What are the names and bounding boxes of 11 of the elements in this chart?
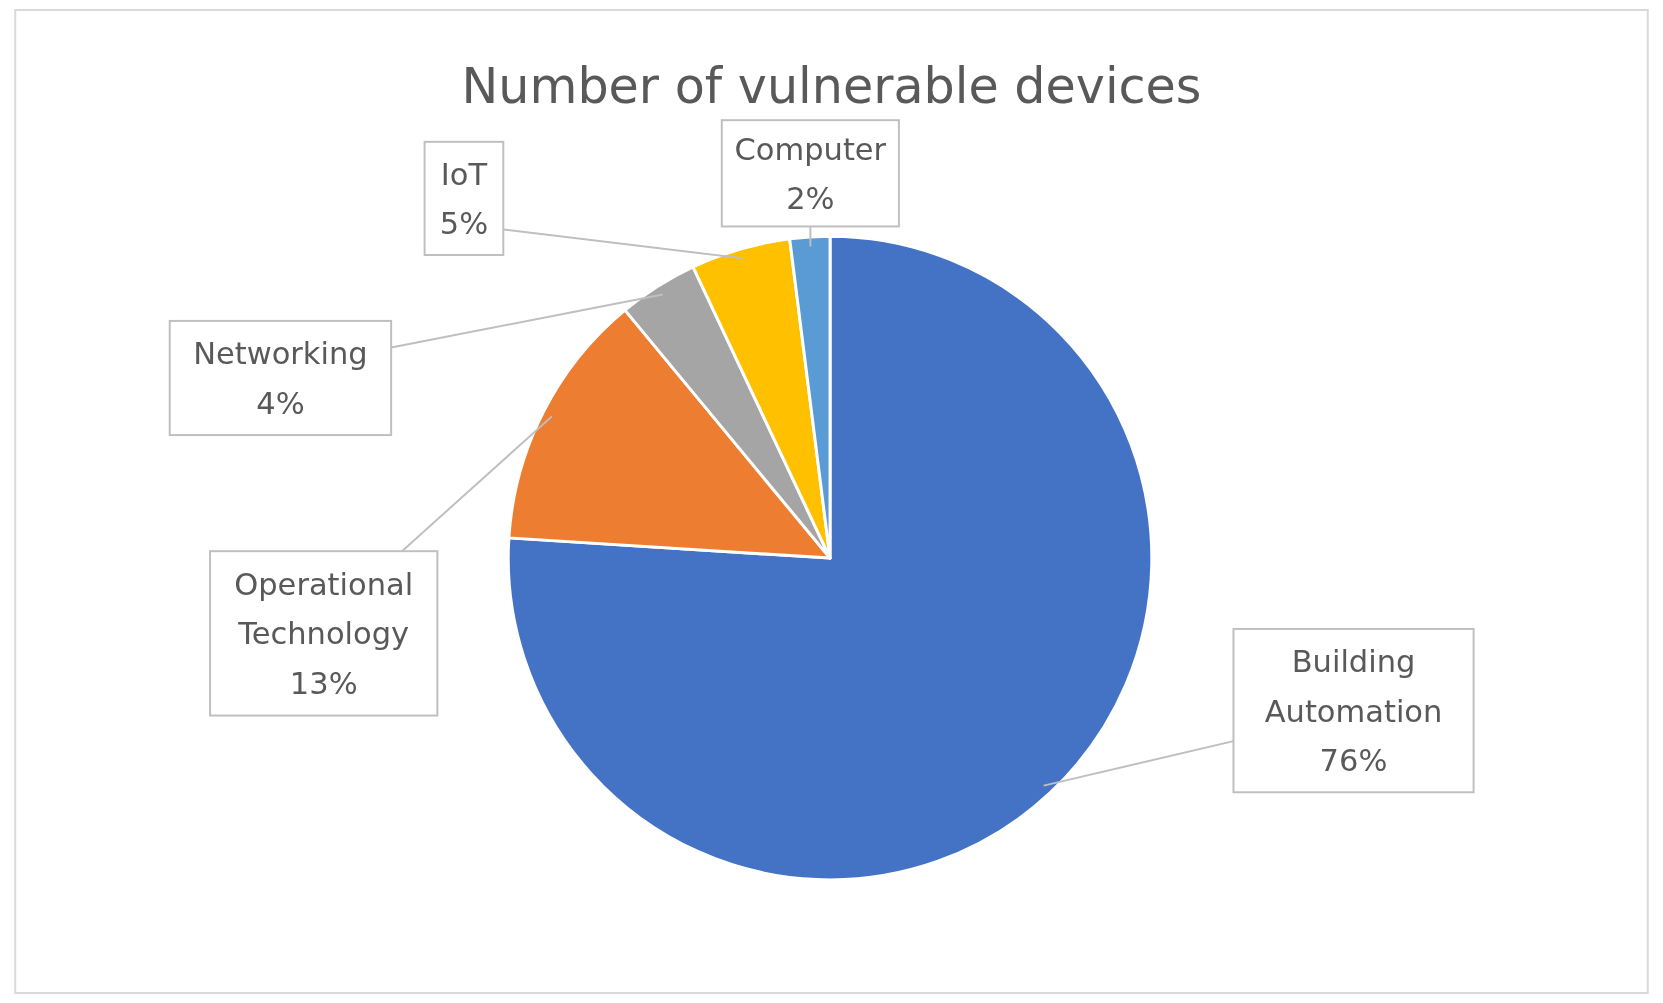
slice-label: Operational Technology (234, 567, 414, 652)
slice-label: Networking (193, 336, 368, 372)
slice-label: IoT (440, 156, 488, 192)
slice-label: Building Automation (1264, 644, 1443, 729)
data-label: 2% (786, 180, 835, 216)
data-label: 13% (289, 665, 358, 701)
data-label: 4% (256, 385, 305, 421)
data-label: 76% (1319, 742, 1388, 778)
chart-title: Number of vulnerable devices (461, 57, 1202, 116)
data-label: 5% (439, 206, 489, 241)
slice-label: Computer (734, 131, 887, 167)
